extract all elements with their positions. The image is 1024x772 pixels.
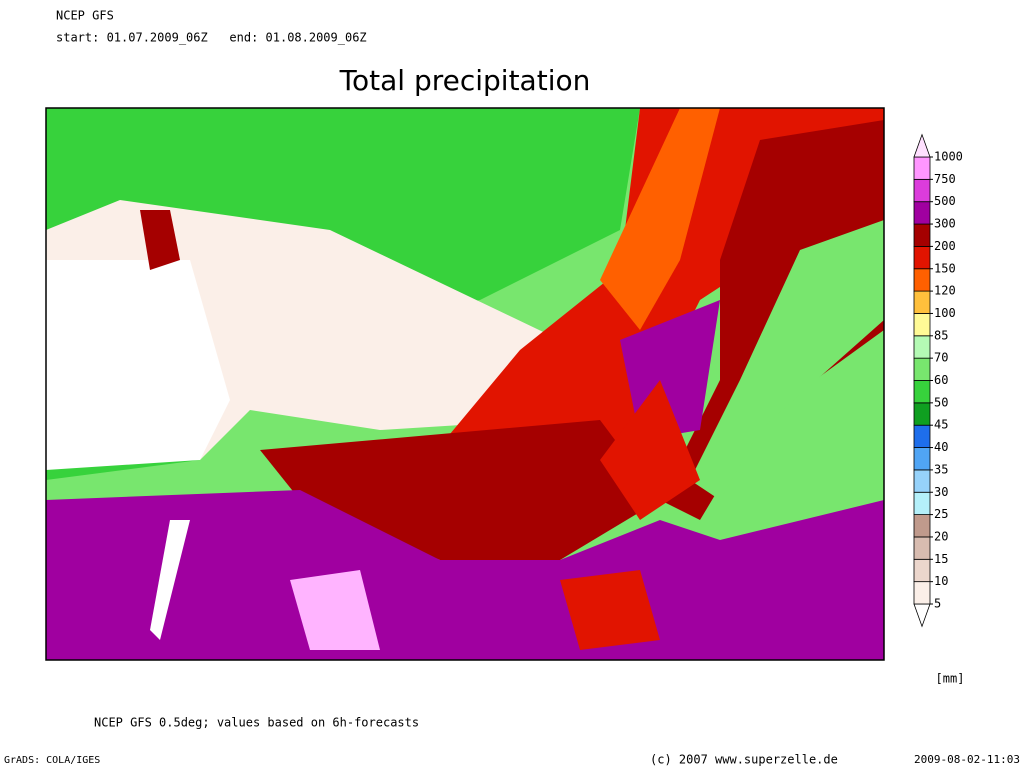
colorbar-box	[913, 156, 931, 180]
colorbar-box	[913, 402, 931, 426]
timestamp: 2009-08-02-11:03	[914, 753, 1020, 766]
colorbar-label: 20	[934, 529, 948, 543]
colorbar-label: 5	[934, 597, 941, 611]
period: start: 01.07.2009_06Z end: 01.08.2009_06…	[56, 31, 367, 45]
colorbar-label: 100	[934, 306, 956, 320]
colorbar-label: 30	[934, 485, 948, 499]
unit: [mm]	[936, 672, 965, 686]
colorbar-box	[913, 178, 931, 203]
colorbar-arrow	[913, 603, 931, 628]
colorbar-label: 70	[934, 351, 948, 365]
colorbar-label: 120	[934, 284, 956, 298]
colorbar-label: 25	[934, 507, 948, 521]
colorbar-label: 40	[934, 440, 948, 454]
colorbar-box	[913, 447, 931, 471]
colorbar-label: 15	[934, 552, 948, 566]
title: Total precipitation	[339, 64, 591, 97]
colorbar-box	[913, 558, 931, 583]
colorbar-label: 1000	[934, 150, 963, 164]
colorbar-label: 300	[934, 217, 956, 231]
colorbar-box	[913, 380, 931, 404]
note: NCEP GFS 0.5deg; values based on 6h-fore…	[94, 716, 419, 730]
software: GrADS: COLA/IGES	[4, 755, 100, 766]
colorbar-box	[913, 357, 931, 381]
colorbar-box	[913, 581, 931, 605]
colorbar-box	[913, 424, 931, 448]
colorbar-arrow	[913, 133, 931, 158]
colorbar-label: 45	[934, 418, 948, 432]
colorbar-box	[913, 290, 931, 314]
colorbar-label: 500	[934, 194, 956, 208]
colorbar-box	[913, 491, 931, 516]
colorbar-label: 60	[934, 373, 948, 387]
colorbar-box	[913, 245, 931, 270]
colorbar-label: 750	[934, 172, 956, 186]
model: NCEP GFS	[56, 9, 114, 23]
colorbar-label: 200	[934, 239, 956, 253]
colorbar-box	[913, 514, 931, 538]
colorbar-box	[913, 469, 931, 493]
colorbar-box	[913, 313, 931, 337]
colorbar-box	[913, 335, 931, 359]
colorbar-label: 35	[934, 462, 948, 476]
copyright: (c) 2007 www.superzelle.de	[650, 753, 838, 767]
colorbar-label: 10	[934, 574, 948, 588]
colorbar-label: 85	[934, 328, 948, 342]
colorbar-label: 50	[934, 395, 948, 409]
colorbar-box	[913, 201, 931, 225]
colorbar-box	[913, 268, 931, 292]
map	[45, 107, 885, 661]
colorbar-box	[913, 536, 931, 560]
colorbar: 5 10 15 20 25 30 35 40 45 50 60 70 85 100 120 150 200 300…	[913, 133, 963, 628]
colorbar-label: 150	[934, 261, 956, 275]
colorbar-box	[913, 223, 931, 247]
